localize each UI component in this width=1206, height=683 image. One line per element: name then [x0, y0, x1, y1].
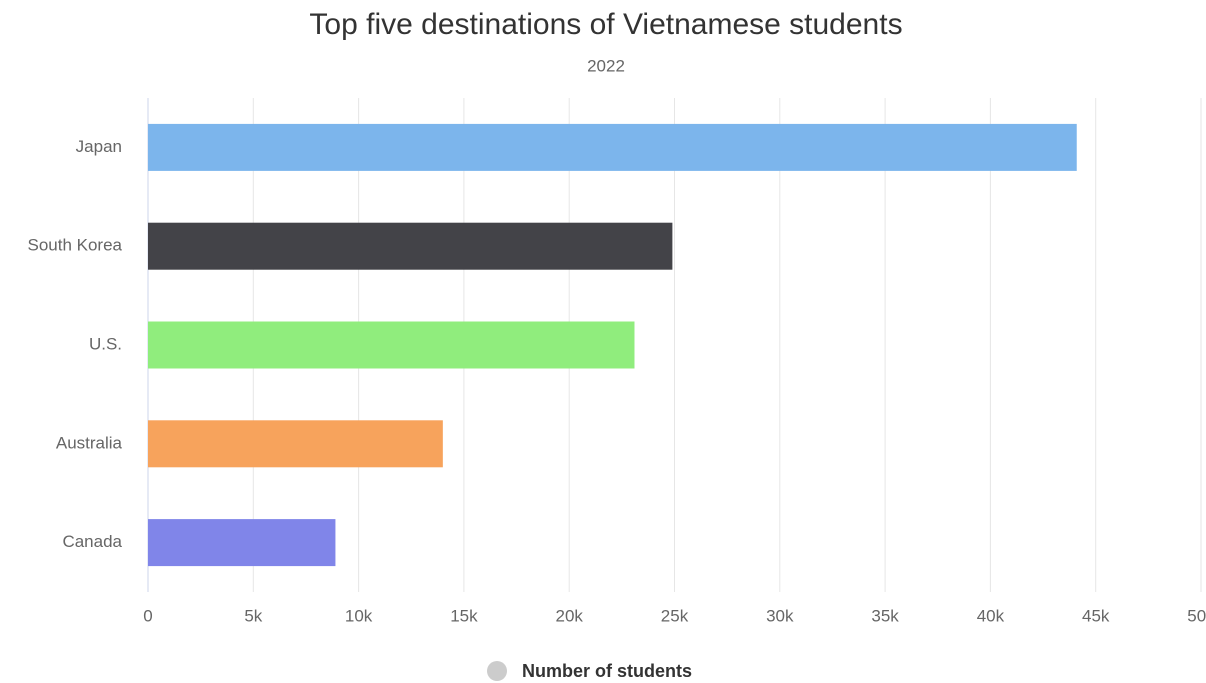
y-tick-label: U.S. [89, 334, 122, 353]
legend-label: Number of students [522, 661, 692, 681]
legend-symbol [487, 661, 507, 681]
x-tick-label: 30k [766, 606, 794, 625]
x-tick-label: 0 [143, 606, 152, 625]
bar [148, 123, 1077, 171]
bar [148, 222, 673, 270]
x-tick-label: 50k [1187, 606, 1206, 625]
x-tick-label: 10k [345, 606, 373, 625]
bar [148, 519, 336, 567]
bar [148, 420, 443, 468]
x-tick-label: 20k [555, 606, 583, 625]
chart-title: Top five destinations of Vietnamese stud… [309, 8, 902, 41]
x-tick-label: 35k [871, 606, 899, 625]
y-tick-label: South Korea [27, 236, 122, 255]
y-tick-label: Australia [56, 433, 123, 452]
bar [148, 321, 635, 369]
x-tick-label: 5k [244, 606, 262, 625]
x-tick-label: 25k [661, 606, 689, 625]
y-tick-label: Japan [76, 137, 122, 156]
x-tick-label: 45k [1082, 606, 1110, 625]
y-tick-label: Canada [62, 532, 122, 551]
x-tick-label: 40k [977, 606, 1005, 625]
chart-subtitle: 2022 [587, 56, 625, 75]
x-tick-label: 15k [450, 606, 478, 625]
